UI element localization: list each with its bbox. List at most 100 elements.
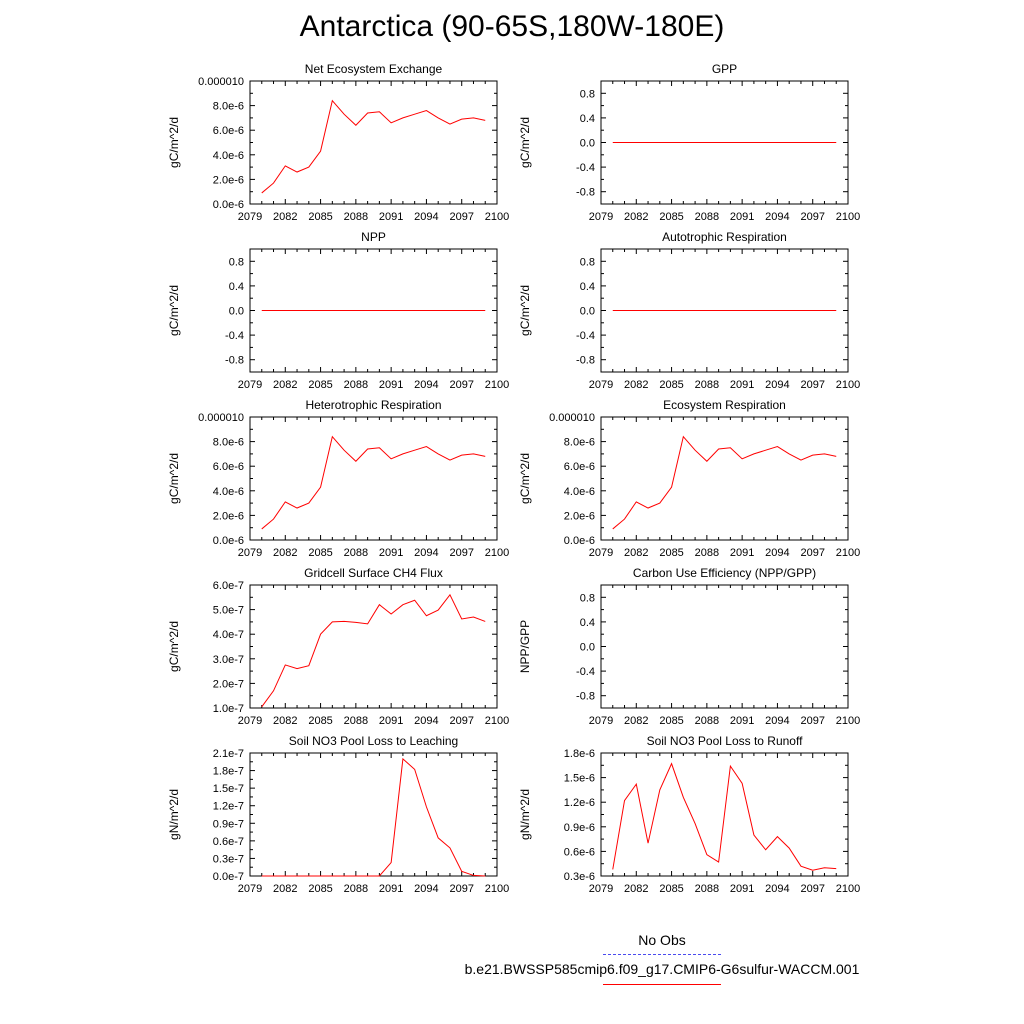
x-tick-label: 2094 xyxy=(765,547,789,559)
chart-panel-3: NPP gC/m^2/d 2079 2082 2085 2088 2091 2094 2097 2… xyxy=(167,230,509,391)
y-tick-label: 0.6e-7 xyxy=(213,836,244,848)
x-tick-label: 2085 xyxy=(659,715,683,727)
plot-frame xyxy=(249,80,498,205)
y-tick-label: -0.4 xyxy=(576,162,595,174)
chart-panel-6: Ecosystem Respiration gC/m^2/d 2079 2082 208… xyxy=(518,398,860,559)
x-tick-label: 2097 xyxy=(800,379,824,391)
plot-frame xyxy=(249,416,498,541)
chart-title: Soil NO3 Pool Loss to Runoff xyxy=(647,734,804,748)
x-tick-label: 2097 xyxy=(800,547,824,559)
x-tick-label: 2088 xyxy=(695,379,719,391)
y-tick-label: 0.0e-6 xyxy=(213,199,244,211)
y-tick-label: 0.000010 xyxy=(198,412,244,424)
series-line xyxy=(261,593,486,708)
chart-title: Ecosystem Respiration xyxy=(663,398,786,412)
x-tick-label: 2082 xyxy=(624,715,648,727)
x-tick-label: 2088 xyxy=(695,883,719,895)
x-tick-label: 2100 xyxy=(485,547,509,559)
x-tick-label: 2091 xyxy=(730,379,754,391)
chart-title: Gridcell Surface CH4 Flux xyxy=(304,566,443,580)
chart-panel-5: Heterotrophic Respiration gC/m^2/d 2079 208… xyxy=(167,398,509,559)
y-tick-label: 0.000010 xyxy=(198,76,244,88)
y-axis-label: gC/m^2/d xyxy=(518,117,532,168)
y-tick-label: 0.9e-6 xyxy=(564,822,595,834)
x-tick-label: 2094 xyxy=(414,547,438,559)
chart-title: NPP xyxy=(361,230,386,244)
y-tick-label: 0.0 xyxy=(229,306,244,318)
x-tick-label: 2100 xyxy=(485,715,509,727)
y-tick-label: 2.0e-7 xyxy=(213,678,244,690)
x-tick-label: 2079 xyxy=(238,715,262,727)
chart-panel-8: Carbon Use Efficiency (NPP/GPP) NPP/GPP 20… xyxy=(518,566,860,727)
y-tick-label: 0.0 xyxy=(580,138,595,150)
y-tick-label: 0.0 xyxy=(580,642,595,654)
x-tick-label: 2082 xyxy=(273,547,297,559)
x-tick-label: 2100 xyxy=(836,883,860,895)
x-tick-label: 2085 xyxy=(308,883,332,895)
y-tick-label: 1.0e-7 xyxy=(213,703,244,715)
chart-panel-2: GPP gC/m^2/d 2079 2082 2085 2088 2091 2094 2097 2… xyxy=(518,62,860,223)
y-tick-label: 0.8 xyxy=(580,256,595,268)
y-tick-label: 0.6e-6 xyxy=(564,846,595,858)
y-tick-label: 2.0e-6 xyxy=(564,510,595,522)
chart-title: Carbon Use Efficiency (NPP/GPP) xyxy=(633,566,816,580)
x-tick-label: 2082 xyxy=(273,211,297,223)
plot-frame xyxy=(249,752,498,877)
x-tick-label: 2085 xyxy=(308,547,332,559)
y-tick-label: -0.8 xyxy=(225,355,244,367)
y-tick-label: 1.5e-6 xyxy=(564,773,595,785)
x-tick-label: 2091 xyxy=(730,211,754,223)
y-tick-label: 8.0e-6 xyxy=(213,437,244,449)
y-tick-label: 6.0e-6 xyxy=(564,461,595,473)
x-tick-label: 2100 xyxy=(836,547,860,559)
y-tick-label: 0.4 xyxy=(580,617,595,629)
chart-title: Net Ecosystem Exchange xyxy=(305,62,443,76)
chart-title: GPP xyxy=(712,62,737,76)
x-tick-label: 2100 xyxy=(485,379,509,391)
y-tick-label: -0.8 xyxy=(576,691,595,703)
x-tick-label: 2088 xyxy=(344,883,368,895)
y-axis-label: gC/m^2/d xyxy=(167,285,181,336)
x-tick-label: 2097 xyxy=(449,211,473,223)
x-tick-label: 2091 xyxy=(730,715,754,727)
y-tick-label: 2.1e-7 xyxy=(213,748,244,760)
x-tick-label: 2085 xyxy=(308,211,332,223)
x-tick-label: 2079 xyxy=(589,211,613,223)
x-tick-label: 2082 xyxy=(273,715,297,727)
y-axis-label: gC/m^2/d xyxy=(167,117,181,168)
x-tick-label: 2079 xyxy=(589,547,613,559)
y-tick-label: 0.4 xyxy=(580,113,595,125)
y-tick-label: -0.8 xyxy=(576,355,595,367)
y-axis-label: NPP/GPP xyxy=(518,620,532,673)
x-tick-label: 2094 xyxy=(414,211,438,223)
x-tick-label: 2085 xyxy=(308,379,332,391)
y-tick-label: 6.0e-6 xyxy=(213,461,244,473)
x-tick-label: 2100 xyxy=(836,211,860,223)
y-axis-label: gC/m^2/d xyxy=(167,621,181,672)
series-line xyxy=(261,435,486,530)
y-tick-label: -0.4 xyxy=(576,330,595,342)
y-tick-label: 0.8 xyxy=(580,592,595,604)
y-tick-label: 0.000010 xyxy=(549,412,595,424)
y-tick-label: -0.4 xyxy=(576,666,595,678)
x-tick-label: 2088 xyxy=(695,547,719,559)
y-tick-label: 0.9e-7 xyxy=(213,818,244,830)
x-tick-label: 2100 xyxy=(836,715,860,727)
y-tick-label: 1.2e-7 xyxy=(213,801,244,813)
x-tick-label: 2091 xyxy=(730,883,754,895)
x-tick-label: 2094 xyxy=(765,715,789,727)
x-tick-label: 2094 xyxy=(414,379,438,391)
x-tick-label: 2094 xyxy=(765,883,789,895)
x-tick-label: 2094 xyxy=(414,715,438,727)
y-tick-label: 4.0e-6 xyxy=(564,486,595,498)
y-axis-label: gN/m^2/d xyxy=(167,789,181,840)
x-tick-label: 2091 xyxy=(379,883,403,895)
x-tick-label: 2088 xyxy=(344,715,368,727)
y-tick-label: 0.0 xyxy=(580,306,595,318)
x-tick-label: 2085 xyxy=(308,715,332,727)
y-tick-label: 0.8 xyxy=(580,88,595,100)
x-tick-label: 2082 xyxy=(624,547,648,559)
x-tick-label: 2097 xyxy=(449,883,473,895)
y-tick-label: 4.0e-7 xyxy=(213,629,244,641)
